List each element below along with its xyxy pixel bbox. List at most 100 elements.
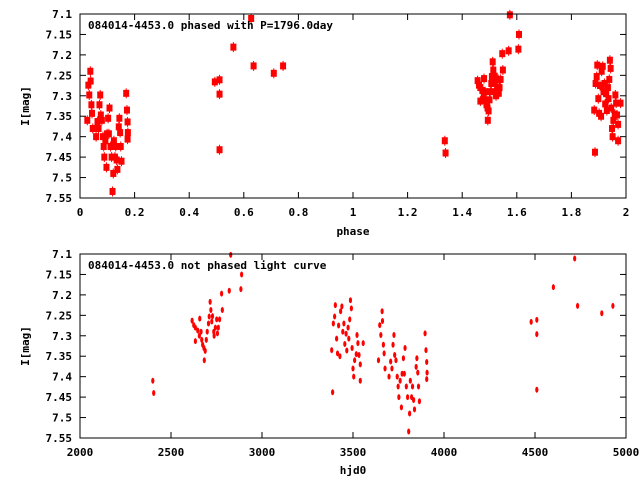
data-point [592,80,599,88]
data-point [230,43,237,51]
data-point [108,153,115,161]
data-point [617,99,624,107]
data-point [341,328,345,335]
data-point [239,286,243,293]
data-point [220,307,224,314]
data-point [358,361,362,368]
y-tick-label: 7.55 [46,192,73,205]
data-point [118,157,125,165]
data-point [196,327,200,334]
data-point [199,328,203,335]
data-point [209,307,213,314]
y-tick-label: 7.2 [52,49,72,62]
data-point [424,347,428,354]
data-point [197,332,201,339]
data-point [379,331,383,338]
data-point [248,14,255,22]
data-point [611,302,615,309]
data-point [346,324,350,331]
data-point [87,77,94,85]
data-point [603,90,610,98]
y-tick-label: 7.5 [52,172,72,185]
data-point [403,345,407,352]
data-point [208,298,212,305]
data-point [105,130,112,138]
x-tick-label: 1 [350,206,357,219]
data-point [151,377,155,384]
phased-plot: 0 0.2 0.4 0.6 0.8 1 1.2 1.4 1.6 1.8 2 7.1 7.15 7.2 7.2… [19,8,629,238]
data-point [357,351,361,358]
data-point [591,106,598,114]
data-point [115,123,122,131]
data-point [331,320,335,327]
data-point [102,137,109,145]
data-point [412,406,417,413]
data-point [344,330,348,337]
data-point [575,302,580,309]
light-curve-ticks: 2000 2500 3000 3500 4000 4500 5000 7.1 7.15 7.2 7.… [46,248,640,459]
data-point [423,330,427,337]
x-tick-label: 0.6 [234,206,254,219]
data-point [97,91,104,99]
data-point [441,137,448,145]
x-tick-label: 1.6 [507,206,527,219]
data-point [96,101,103,109]
data-point [210,318,214,325]
data-point [355,331,359,338]
y-tick-label: 7.15 [46,268,73,281]
data-point [190,317,194,324]
data-point [353,357,357,364]
data-point [99,133,106,141]
data-point [609,124,616,132]
x-tick-label: 4000 [431,446,458,459]
x-tick-label: 2000 [67,446,94,459]
data-point [597,82,604,90]
data-point [381,341,385,348]
data-point [417,398,422,405]
data-point [491,72,498,80]
x-tick-label: 0.8 [288,206,308,219]
data-point [416,369,420,376]
data-point [477,97,484,105]
data-point [380,308,384,315]
data-point [609,133,616,141]
data-point [491,77,498,85]
data-point [390,365,394,372]
y-tick-label: 7.3 [52,90,72,103]
data-point [227,287,231,294]
data-point [480,92,487,100]
phased-ticks: 0 0.2 0.4 0.6 0.8 1 1.2 1.4 1.6 1.8 2 7.1 7.15 7.2 7.2… [46,8,630,219]
light-curve-points [151,251,615,435]
data-point [395,373,399,380]
data-point [95,124,102,132]
data-point [216,324,220,331]
data-point [416,383,421,390]
data-point [113,156,120,164]
data-point [356,340,360,347]
phased-points [84,9,624,197]
data-point [408,377,412,384]
x-tick-label: 1.2 [398,206,418,219]
data-point [614,111,621,119]
data-point [482,96,489,104]
data-point [410,383,415,390]
y-tick-label: 7.35 [46,350,73,363]
data-point [206,320,211,327]
data-point [110,169,117,177]
data-point [387,373,391,380]
data-point [485,107,492,115]
data-point [505,47,512,55]
data-point [389,358,393,365]
y-tick-label: 7.35 [46,110,73,123]
data-point [103,163,110,171]
data-point [499,50,506,58]
data-point [394,357,398,364]
light-curve-plot-frame [79,253,627,439]
data-point [408,410,412,417]
x-tick-label: 0 [77,206,84,219]
data-point [414,363,418,370]
data-point [110,137,117,145]
data-point [123,106,130,114]
data-point [496,84,503,92]
data-point [506,11,513,19]
